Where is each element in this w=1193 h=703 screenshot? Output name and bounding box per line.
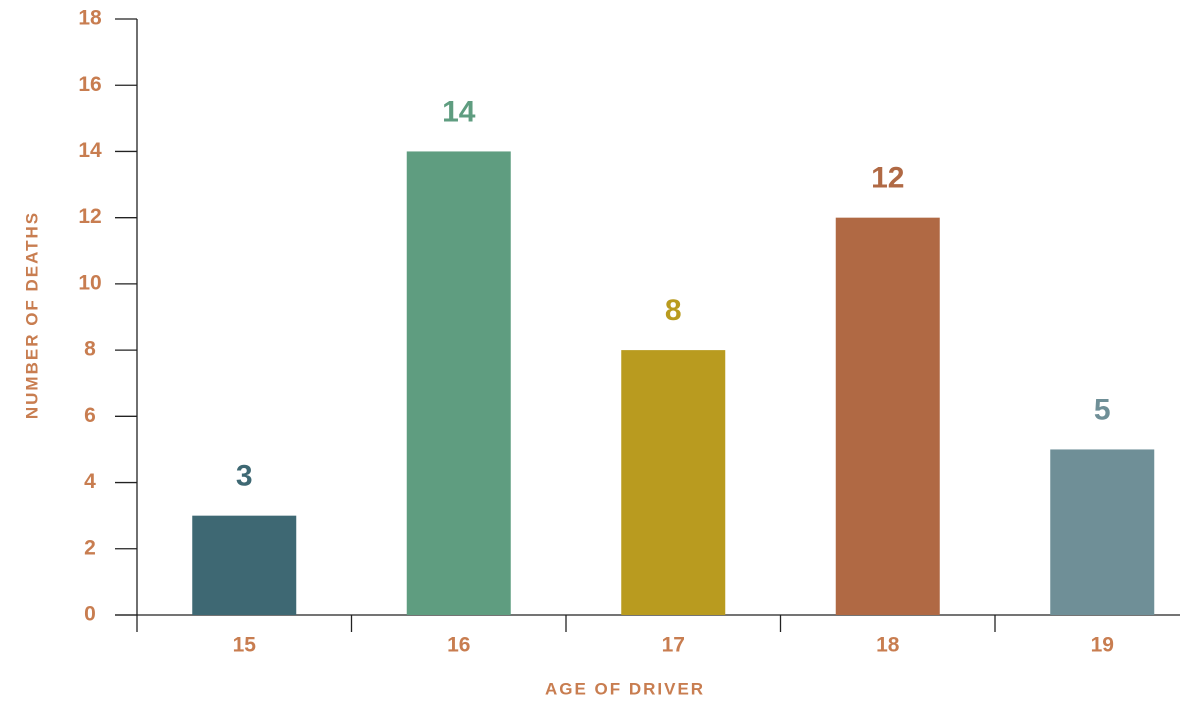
y-tick-label: 8 <box>84 338 96 361</box>
bar <box>1050 449 1155 615</box>
bar <box>835 217 940 615</box>
bar <box>621 350 726 615</box>
bar <box>192 515 297 615</box>
y-tick-label: 6 <box>84 404 96 427</box>
x-tick-label: 19 <box>1091 634 1114 657</box>
x-tick-label: 16 <box>447 634 470 657</box>
value-label: 12 <box>871 162 904 195</box>
y-tick-label: 12 <box>78 205 101 228</box>
y-tick-label: 16 <box>78 73 101 96</box>
y-tick-label: 10 <box>78 271 101 294</box>
y-axis-title: NUMBER OF DEATHS <box>22 211 41 419</box>
x-tick-label: 18 <box>876 634 900 657</box>
bar <box>406 151 511 615</box>
y-tick-label: 14 <box>78 139 102 162</box>
value-label: 3 <box>236 460 253 493</box>
value-label: 5 <box>1094 393 1111 426</box>
y-tick-label: 0 <box>84 603 96 626</box>
y-tick-label: 18 <box>78 7 102 30</box>
x-axis-title: AGE OF DRIVER <box>545 679 705 698</box>
y-tick-label: 2 <box>84 536 96 559</box>
x-tick-label: 17 <box>662 634 685 657</box>
y-tick-label: 4 <box>84 470 96 493</box>
value-label: 14 <box>442 95 476 128</box>
value-label: 8 <box>665 294 682 327</box>
x-tick-label: 15 <box>233 634 257 657</box>
